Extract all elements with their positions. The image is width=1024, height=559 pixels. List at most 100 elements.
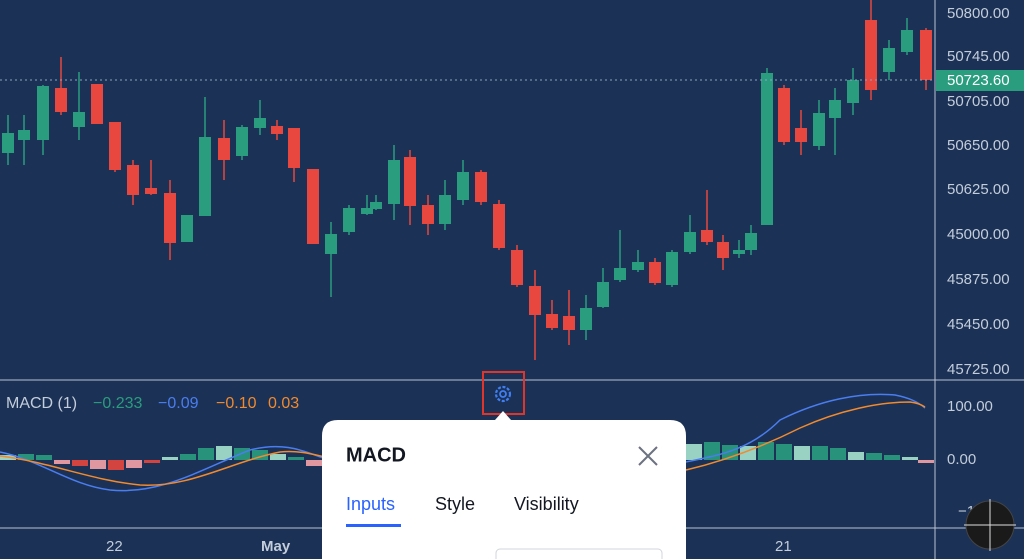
close-button[interactable] xyxy=(638,446,658,466)
candle-body xyxy=(546,314,558,328)
histogram-bar xyxy=(848,452,864,460)
dialog-panel xyxy=(322,411,686,559)
candle-body xyxy=(632,262,644,270)
candle-body xyxy=(218,138,230,160)
candle-body xyxy=(199,137,211,216)
candle-body xyxy=(580,308,592,330)
histogram-bar xyxy=(72,460,88,466)
price-tick-label: 50650.00 xyxy=(947,137,1010,154)
candle-body xyxy=(181,215,193,242)
candle-body xyxy=(666,252,678,285)
histogram-bar xyxy=(90,460,106,469)
histogram-bar xyxy=(198,448,214,460)
price-tick-label: 45000.00 xyxy=(947,226,1010,243)
candle-body xyxy=(439,195,451,224)
price-tick-label: 45450.00 xyxy=(947,316,1010,333)
candle-body xyxy=(614,268,626,280)
candle-body xyxy=(701,230,713,242)
tab[interactable]: Visibility xyxy=(514,494,579,514)
candle-body xyxy=(829,100,841,118)
corner-badge xyxy=(964,499,1016,551)
price-axis: 50800.00 50745.00 50705.00 50650.00 50625.00… xyxy=(947,5,1010,378)
signal-line xyxy=(0,450,331,486)
price-tick-label: 50800.00 xyxy=(947,5,1010,22)
histogram-bar xyxy=(830,448,846,460)
candle-body xyxy=(511,250,523,285)
histogram-bar xyxy=(288,457,304,460)
histogram-bar xyxy=(252,450,268,460)
candle-body xyxy=(127,165,139,195)
candle-body xyxy=(813,113,825,146)
histogram-bar xyxy=(758,442,774,460)
candle-body xyxy=(761,73,773,225)
gear-inner[interactable] xyxy=(499,390,507,398)
x-tick-label: 22 xyxy=(106,538,123,555)
candle-body xyxy=(2,133,14,153)
candle-body xyxy=(717,242,729,258)
candle-body xyxy=(370,202,382,209)
candle-body xyxy=(271,126,283,134)
histogram-bar xyxy=(144,460,160,463)
candle-body xyxy=(529,286,541,315)
histogram-bar xyxy=(126,460,142,468)
histogram-bar xyxy=(54,460,70,464)
signal-line xyxy=(685,401,926,471)
candle-body xyxy=(457,172,469,200)
candle-body xyxy=(649,262,661,283)
settings-gear[interactable] xyxy=(494,385,512,403)
candle-body xyxy=(795,128,807,142)
candle-body xyxy=(847,80,859,103)
price-tick-label: 45875.00 xyxy=(947,271,1010,288)
histogram-bar xyxy=(776,444,792,460)
candle-body xyxy=(18,130,30,140)
candle-body xyxy=(254,118,266,128)
input-field[interactable] xyxy=(495,548,663,559)
x-tick-label: 21 xyxy=(775,538,792,555)
candle-body xyxy=(422,205,434,224)
candle-body xyxy=(325,234,337,254)
indicator-name: MACD (1) xyxy=(6,395,77,412)
candle-body xyxy=(343,208,355,232)
tab-active[interactable]: Inputs xyxy=(346,494,395,514)
candle-body xyxy=(361,208,373,214)
candle-body xyxy=(37,86,49,140)
candle-body xyxy=(91,84,103,124)
candle-body xyxy=(475,172,487,202)
histogram-bar xyxy=(108,460,124,470)
dialog: MACD Inputs Style Visibility xyxy=(322,411,686,559)
candle-body xyxy=(109,122,121,170)
indicator-axis-label: 0.00 xyxy=(947,451,976,468)
tab-underline xyxy=(346,524,401,527)
histogram-bar xyxy=(794,446,810,460)
candle-body xyxy=(733,250,745,254)
badge-crosshair xyxy=(964,499,1016,551)
candle-body xyxy=(236,127,248,156)
indicator-value: 0.03 xyxy=(268,395,299,412)
candle-body xyxy=(745,233,757,250)
candle-body xyxy=(597,282,609,307)
tab[interactable]: Style xyxy=(435,494,475,514)
indicator-axis-label: 100.00 xyxy=(947,398,993,415)
histogram-bar xyxy=(884,455,900,460)
candle-body xyxy=(404,157,416,206)
indicator-value: −0.10 xyxy=(216,395,257,412)
histogram-bar xyxy=(902,457,918,460)
price-tick-label: 50705.00 xyxy=(947,93,1010,110)
gear-outer[interactable] xyxy=(494,385,512,403)
candle-body xyxy=(684,232,696,252)
candle-body xyxy=(901,30,913,52)
histogram-bar xyxy=(686,444,702,460)
candle-body xyxy=(865,20,877,90)
price-tick-label: 45725.00 xyxy=(947,361,1010,378)
histogram-bar xyxy=(180,454,196,460)
macd-line xyxy=(685,393,926,463)
histogram-bar xyxy=(270,454,286,460)
candle-body xyxy=(388,160,400,204)
candle-body xyxy=(145,188,157,194)
price-tick-label: 50625.00 xyxy=(947,181,1010,198)
candle-body xyxy=(778,88,790,142)
candle-body xyxy=(288,128,300,168)
candle-body xyxy=(55,88,67,112)
histogram-bar xyxy=(36,455,52,460)
